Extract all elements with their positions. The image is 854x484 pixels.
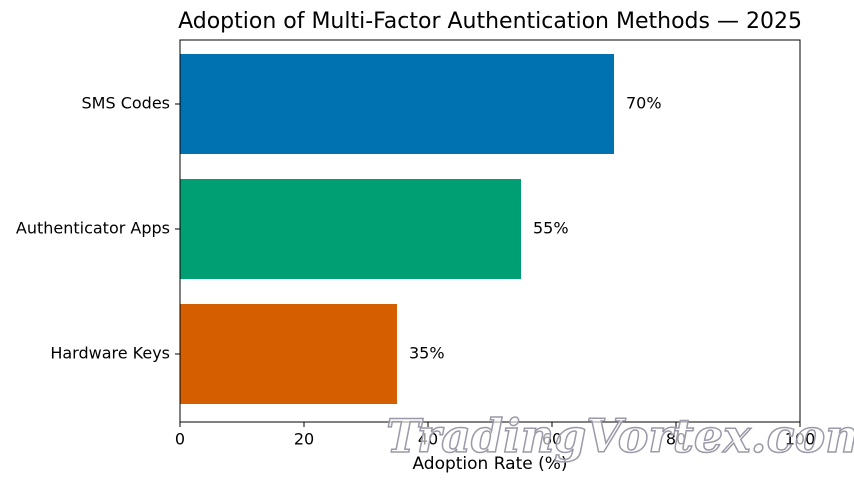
chart-title: Adoption of Multi-Factor Authentication … [178, 9, 802, 34]
bar [180, 304, 397, 404]
x-tick-label: 20 [294, 430, 314, 449]
x-tick-label: 40 [418, 430, 438, 449]
y-tick-label: Hardware Keys [50, 344, 170, 363]
x-axis-label: Adoption Rate (%) [412, 454, 567, 474]
x-tick-label: 60 [542, 430, 562, 449]
y-tick-label: SMS Codes [82, 94, 171, 113]
value-label: 35% [409, 344, 445, 363]
x-tick-label: 100 [785, 430, 816, 449]
bar [180, 179, 521, 279]
bar [180, 54, 614, 154]
plot-frame [179, 39, 801, 423]
value-label: 70% [626, 94, 662, 113]
x-tick-label: 0 [175, 430, 185, 449]
value-label: 55% [533, 219, 569, 238]
watermark: TradingVortex.com [386, 409, 854, 463]
x-tick-label: 80 [666, 430, 686, 449]
y-tick-label: Authenticator Apps [16, 219, 170, 238]
